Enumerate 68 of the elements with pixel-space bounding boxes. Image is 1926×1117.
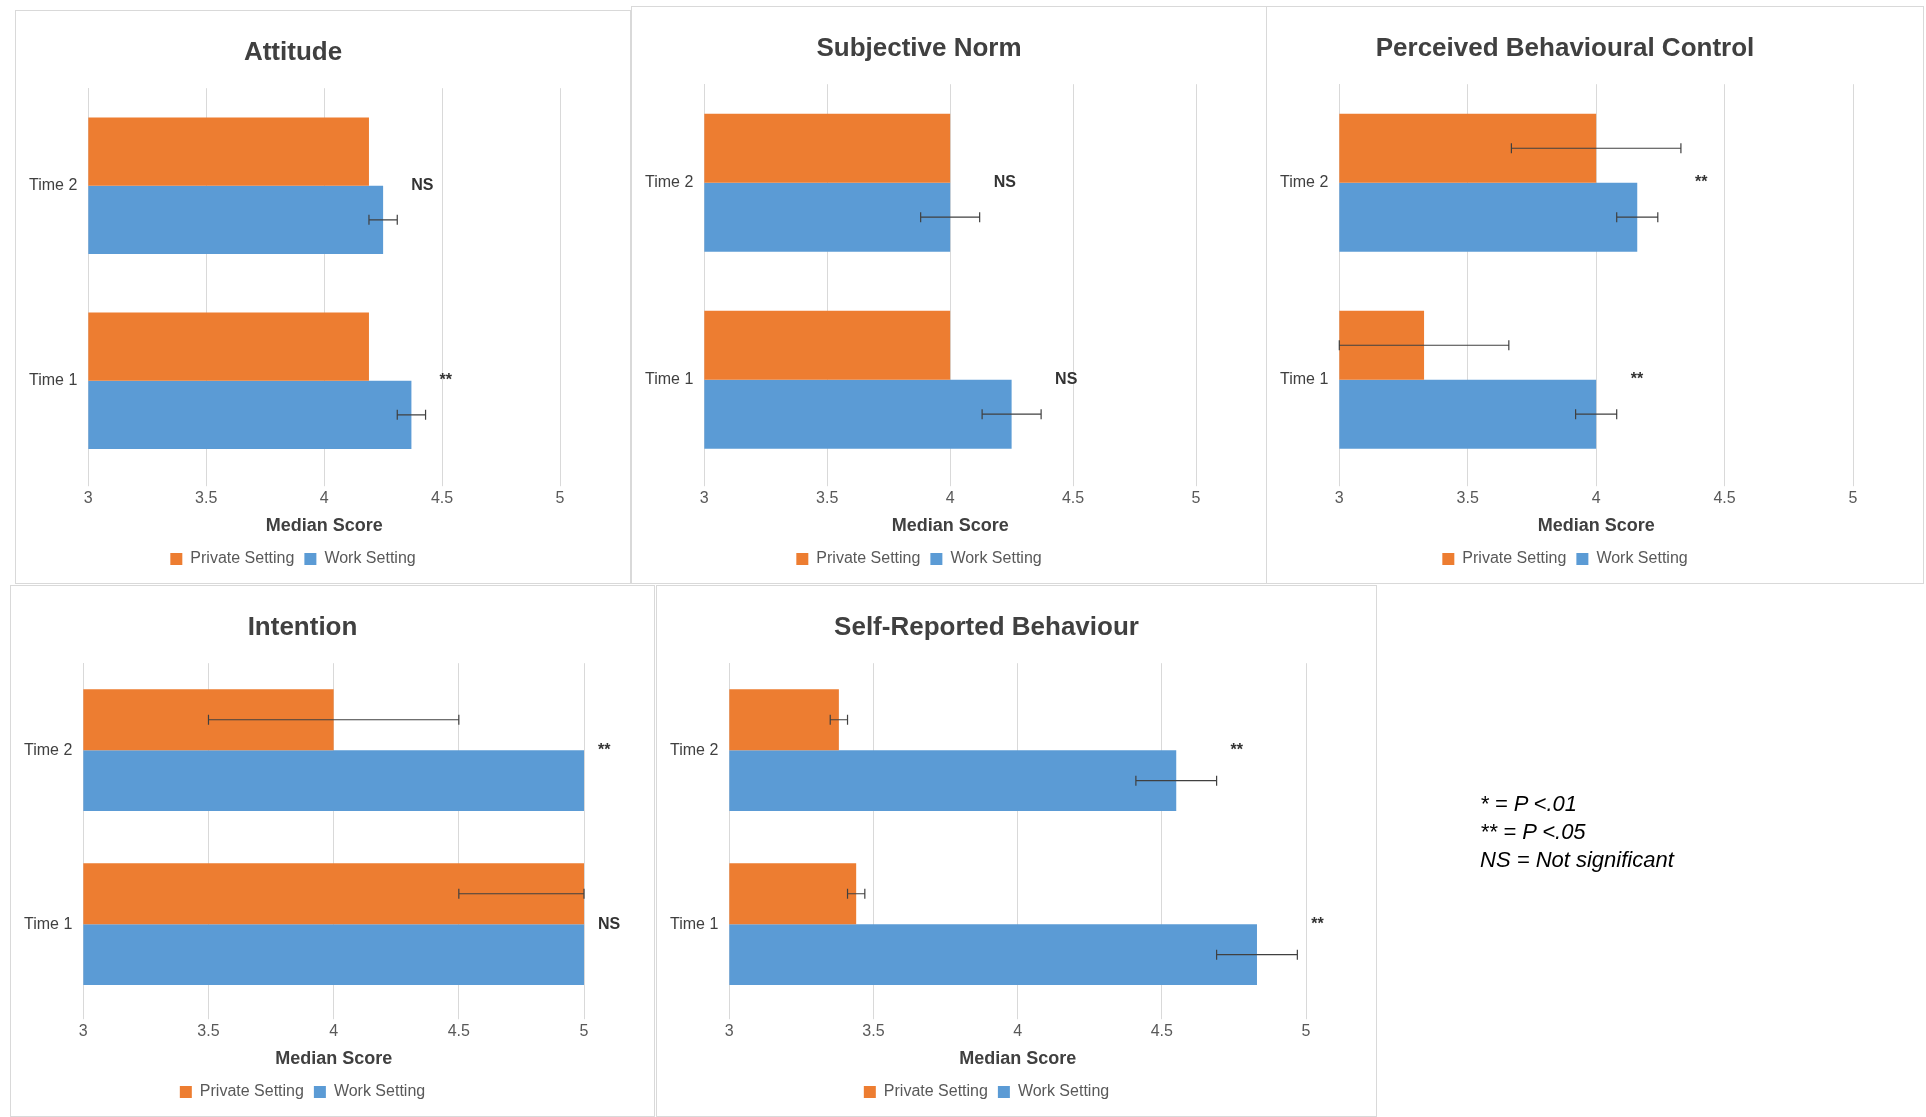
y-tick-label: Time 1 bbox=[644, 370, 694, 388]
y-tick-label: Time 1 bbox=[28, 371, 78, 389]
x-axis-title: Median Score bbox=[275, 1048, 393, 1069]
chart-title: Self-Reported Behaviour bbox=[834, 610, 1139, 641]
x-axis-title: Median Score bbox=[959, 1048, 1077, 1069]
y-tick-label: Time 1 bbox=[23, 914, 73, 932]
legend-label: Private Setting bbox=[883, 1082, 988, 1100]
x-tick-label: 4.5 bbox=[430, 489, 454, 507]
annotation: ** bbox=[439, 371, 453, 389]
y-tick-label: Time 2 bbox=[1279, 173, 1329, 191]
x-tick-label: 3 bbox=[724, 1022, 734, 1040]
text: NS bbox=[598, 914, 621, 932]
x-tick-label: 5 bbox=[1301, 1022, 1311, 1040]
annotation: ** bbox=[1630, 370, 1644, 388]
x-tick-label: 3.5 bbox=[195, 489, 218, 507]
text: * = P <.01 bbox=[1480, 790, 1579, 818]
x-tick-label: 5 bbox=[1848, 489, 1858, 507]
y-tick-label: Time 2 bbox=[23, 740, 73, 758]
chart-title: Subjective Norm bbox=[816, 31, 1022, 62]
x-axis-title: Median Score bbox=[1537, 515, 1655, 536]
y-tick-label: Time 2 bbox=[644, 173, 694, 191]
x-tick-label: 3 bbox=[83, 489, 93, 507]
x-tick-label: 5 bbox=[555, 489, 565, 507]
x-tick-label: 5 bbox=[579, 1022, 589, 1040]
annotation: ** bbox=[1694, 173, 1709, 191]
y-tick-label: Time 1 bbox=[669, 914, 719, 932]
text: ** = P <.05 bbox=[1480, 818, 1587, 846]
annotation: NS bbox=[411, 176, 434, 194]
x-axis-title: Median Score bbox=[891, 515, 1009, 536]
y-tick-label: Time 1 bbox=[1279, 370, 1329, 388]
x-tick-label: 3.5 bbox=[816, 489, 839, 507]
chart-title: Intention bbox=[247, 610, 358, 641]
x-tick-label: 4 bbox=[329, 1022, 339, 1040]
legend-label: Work Setting bbox=[950, 549, 1042, 567]
y-tick-label: Time 2 bbox=[669, 740, 719, 758]
text: NS = Not significant bbox=[1480, 846, 1676, 874]
legend-label: Work Setting bbox=[333, 1082, 426, 1100]
x-tick-label: 4.5 bbox=[1061, 489, 1085, 507]
legend-label: Work Setting bbox=[324, 549, 416, 567]
annotation: ** bbox=[1230, 740, 1244, 758]
y-tick-label: Time 2 bbox=[28, 176, 78, 194]
x-axis-title: Median Score bbox=[265, 515, 383, 536]
text: ** bbox=[598, 740, 612, 758]
legend-label: Private Setting bbox=[1462, 549, 1567, 567]
x-tick-label: 4.5 bbox=[1150, 1022, 1174, 1040]
x-tick-label: 4 bbox=[945, 489, 955, 507]
legend-label: Work Setting bbox=[1596, 549, 1688, 567]
x-tick-label: 4.5 bbox=[1713, 489, 1736, 507]
x-tick-label: 3.5 bbox=[862, 1022, 885, 1040]
x-tick-label: 4 bbox=[1591, 489, 1601, 507]
chart-title: Attitude bbox=[243, 35, 343, 66]
legend-label: Work Setting bbox=[1017, 1082, 1110, 1100]
annotation: NS bbox=[993, 173, 1017, 191]
x-tick-label: 5 bbox=[1191, 489, 1201, 507]
text: ** bbox=[1311, 914, 1325, 932]
legend-label: Private Setting bbox=[190, 549, 295, 567]
annotation: NS bbox=[1055, 370, 1078, 388]
x-tick-label: 3.5 bbox=[197, 1022, 220, 1040]
legend-label: Private Setting bbox=[816, 549, 921, 567]
x-tick-label: 4.5 bbox=[447, 1022, 471, 1040]
x-tick-label: 3 bbox=[1334, 489, 1344, 507]
x-tick-label: 3.5 bbox=[1456, 489, 1479, 507]
x-tick-label: 4 bbox=[319, 489, 329, 507]
x-tick-label: 4 bbox=[1013, 1022, 1023, 1040]
x-tick-label: 3 bbox=[699, 489, 709, 507]
x-tick-label: 3 bbox=[78, 1022, 88, 1040]
legend-label: Private Setting bbox=[199, 1082, 304, 1100]
chart-title: Perceived Behavioural Control bbox=[1375, 31, 1755, 62]
